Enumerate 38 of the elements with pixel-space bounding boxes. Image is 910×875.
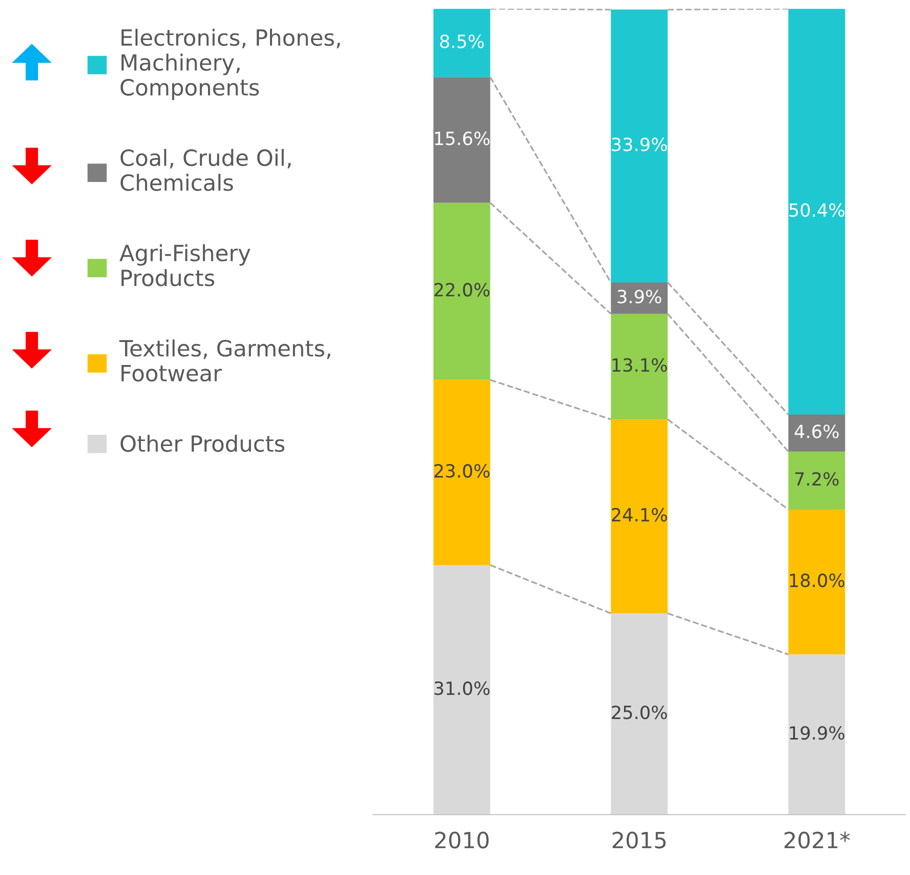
bar xyxy=(610,282,668,314)
data-label: 31.0% xyxy=(434,681,490,696)
data-label: 24.1% xyxy=(612,508,667,522)
bar xyxy=(433,8,490,78)
bar xyxy=(610,314,668,420)
data-label: 22.0% xyxy=(434,282,490,297)
bar xyxy=(788,452,846,510)
bar xyxy=(788,654,846,815)
data-label: 19.9% xyxy=(790,726,844,740)
data-label: 25.0% xyxy=(612,706,667,720)
bar xyxy=(433,77,490,203)
data-label: 8.5% xyxy=(440,34,484,48)
x-tick-label: 2021* xyxy=(784,832,850,848)
data-label: 3.9% xyxy=(618,290,662,304)
bar xyxy=(610,10,668,282)
data-label: 15.6% xyxy=(435,132,490,146)
data-label: 7.2% xyxy=(795,472,839,486)
x-tick-label: 2010 xyxy=(435,832,489,848)
bar xyxy=(433,202,490,380)
bar xyxy=(788,414,846,452)
bar xyxy=(610,613,668,815)
legend-label: Other Products xyxy=(120,434,284,452)
legend-label: Electronics, Phones, Machinery, Components xyxy=(120,28,340,100)
legend-label: Agri-Fishery Products xyxy=(120,244,250,286)
bar xyxy=(610,419,668,614)
data-label: 50.4% xyxy=(789,203,844,217)
data-label: 33.9% xyxy=(612,138,667,152)
data-label: 13.1% xyxy=(612,358,667,372)
bar xyxy=(433,380,490,566)
x-tick-label: 2015 xyxy=(612,832,666,848)
bar xyxy=(788,8,846,415)
bar xyxy=(433,565,490,815)
data-label: 4.6% xyxy=(794,424,839,438)
data-label: 23.0% xyxy=(434,464,490,478)
bar xyxy=(788,510,846,654)
legend-label: Textiles, Garments, Footwear xyxy=(119,339,330,382)
data-label: 18.0% xyxy=(790,574,844,588)
legend-label: Coal, Crude Oil, Chemicals xyxy=(120,148,291,191)
